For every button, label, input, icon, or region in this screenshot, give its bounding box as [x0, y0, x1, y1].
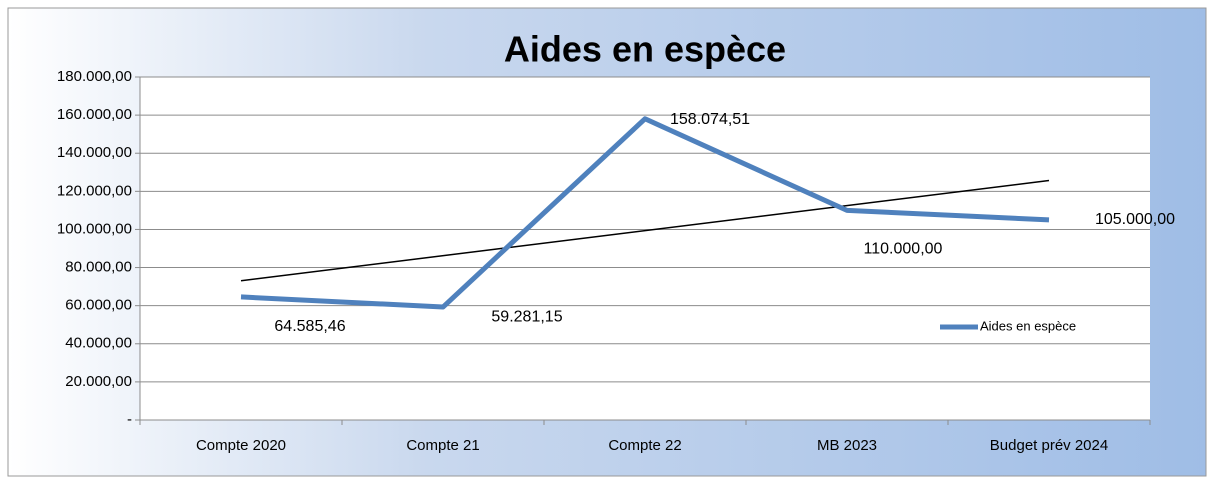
trendline — [240, 179, 1050, 282]
y-tick-label: 40.000,00 — [65, 335, 132, 352]
chart-title: Aides en espèce — [504, 29, 786, 70]
data-label: 64.585,46 — [274, 318, 345, 335]
y-tick-label: 120.000,00 — [57, 182, 132, 199]
x-tick-label: Budget prév 2024 — [990, 437, 1108, 454]
x-tick-label: Compte 22 — [608, 437, 681, 454]
data-label: 59.281,15 — [491, 308, 562, 325]
legend-label: Aides en espèce — [980, 318, 1076, 333]
plot-area — [140, 77, 1150, 420]
y-tick-label: 100.000,00 — [57, 220, 132, 237]
y-tick-label: 180.000,00 — [57, 68, 132, 85]
data-label: 158.074,51 — [670, 111, 750, 128]
x-tick-label: MB 2023 — [817, 437, 877, 454]
data-line — [240, 116, 1050, 310]
y-tick-label: 20.000,00 — [65, 373, 132, 390]
y-tick-label: 160.000,00 — [57, 106, 132, 123]
data-label: 110.000,00 — [864, 241, 943, 258]
y-tick-label: - — [127, 411, 132, 428]
x-tick-label: Compte 21 — [406, 437, 479, 454]
x-tick-label: Compte 2020 — [196, 437, 286, 454]
y-tick-label: 140.000,00 — [57, 144, 132, 161]
y-tick-label: 60.000,00 — [65, 297, 132, 314]
data-label: 105.000,00 — [1095, 211, 1175, 228]
y-tick-label: 80.000,00 — [65, 259, 132, 276]
